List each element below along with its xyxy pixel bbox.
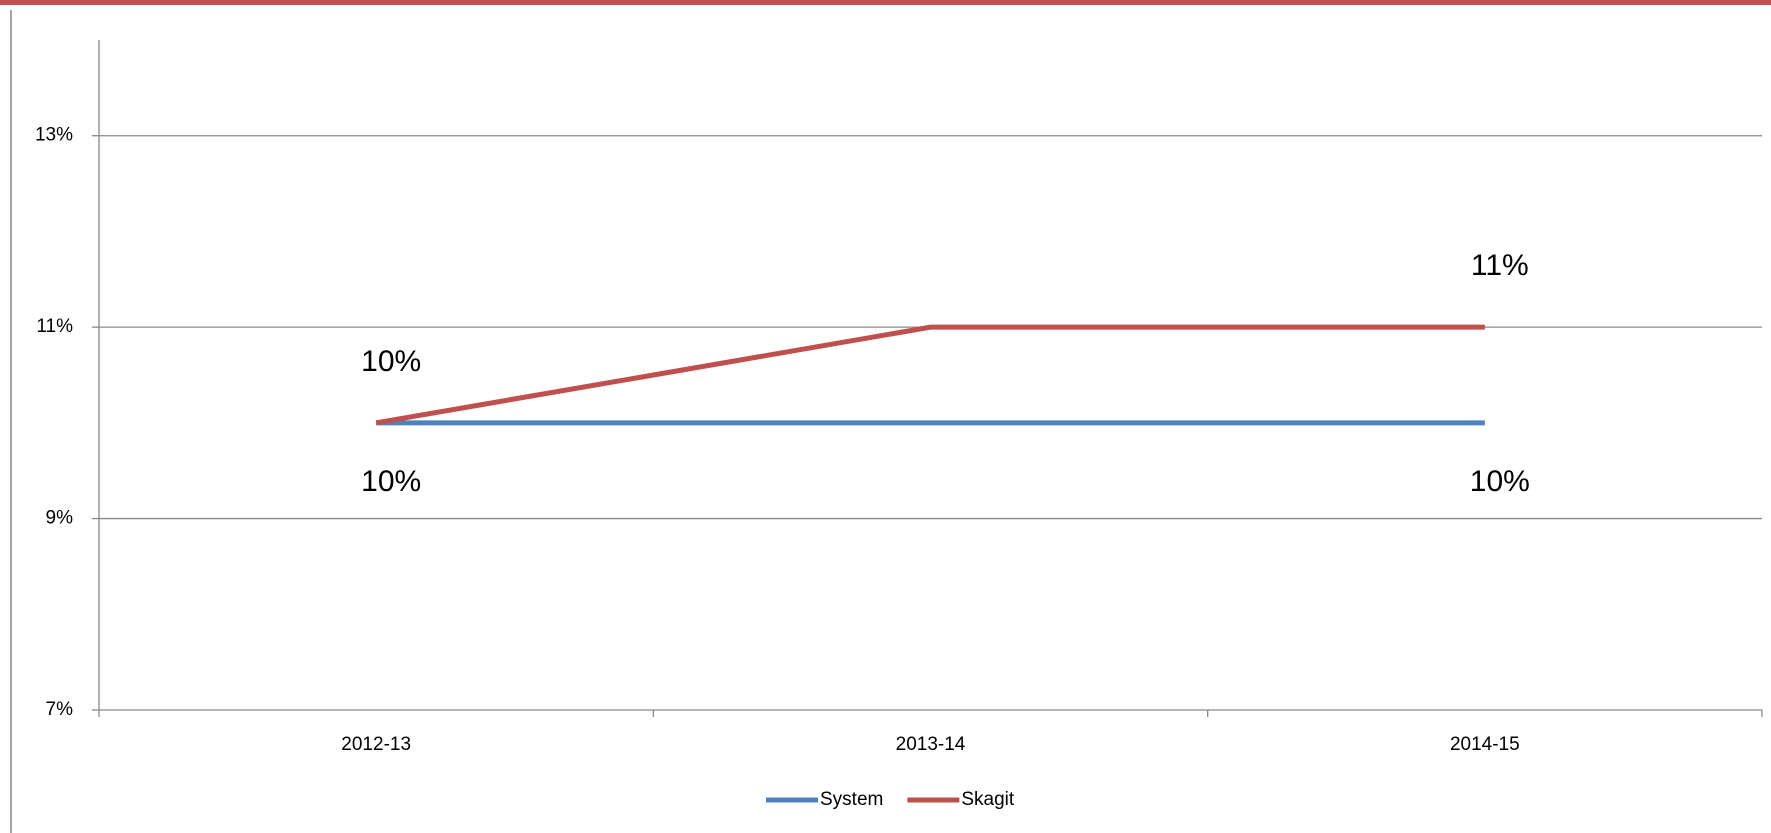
x-tick-label: 2013-14	[896, 734, 966, 755]
top-border	[0, 0, 1771, 5]
y-tick-label: 9%	[46, 508, 74, 529]
data-label: 11%	[1471, 249, 1529, 282]
legend-label: System	[820, 789, 883, 810]
y-tick-label: 7%	[46, 699, 74, 720]
data-label: 10%	[361, 465, 421, 498]
data-label: 10%	[361, 345, 421, 378]
data-label: 10%	[1470, 465, 1530, 498]
y-tick-label: 13%	[35, 125, 73, 146]
legend-label: Skagit	[961, 789, 1015, 810]
y-tick-label: 11%	[36, 316, 73, 337]
x-tick-label: 2012-13	[341, 734, 411, 755]
x-tick-label: 2014-15	[1450, 734, 1520, 755]
series-line	[375, 324, 1485, 426]
